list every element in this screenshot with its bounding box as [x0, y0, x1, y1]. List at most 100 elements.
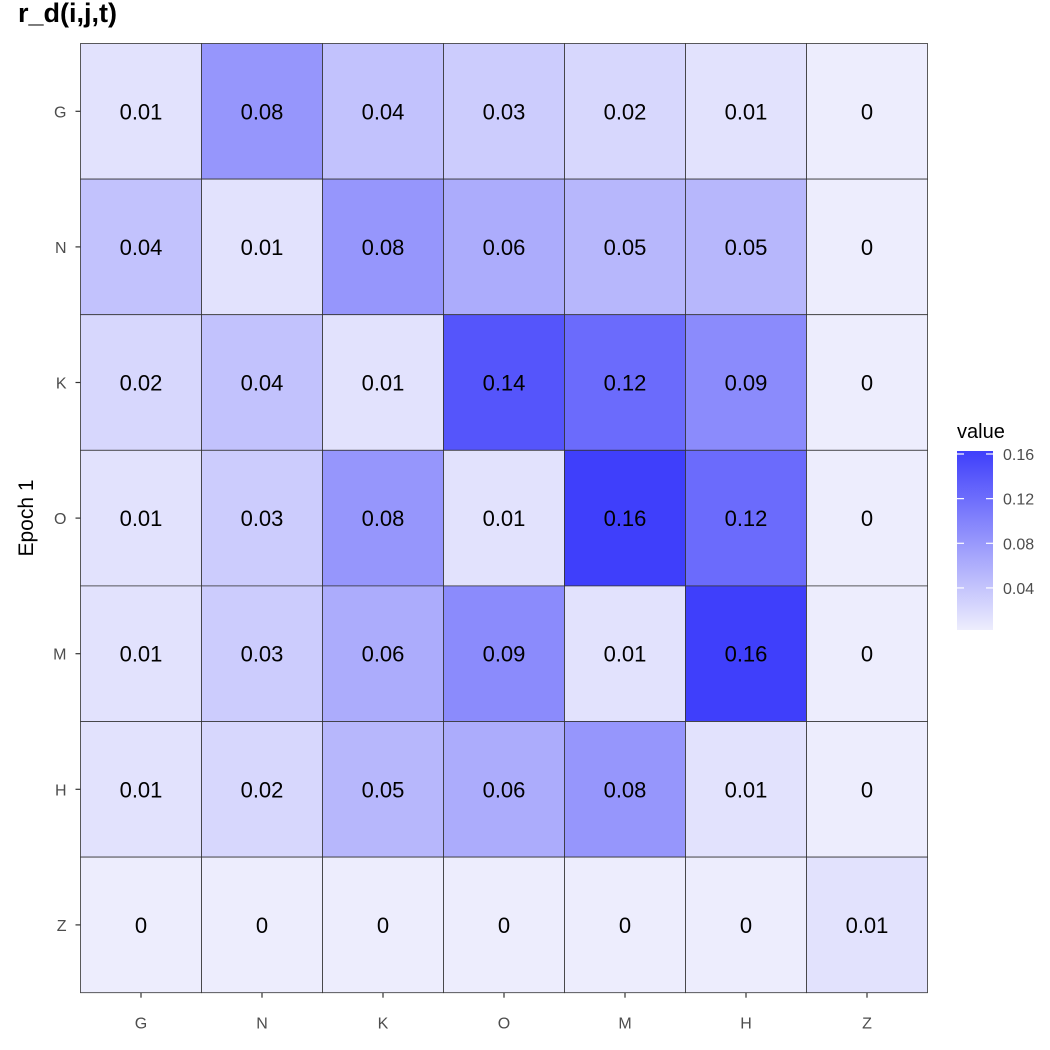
cell-value-label: 0.04	[241, 371, 284, 396]
cell-value-label: 0.12	[604, 371, 647, 396]
cell-value-label: 0.08	[362, 506, 405, 531]
heatmap-cell	[564, 314, 686, 451]
cell-value-label: 0.05	[362, 777, 405, 802]
y-tick-label: Z	[57, 918, 67, 935]
legend-colorbar	[957, 451, 993, 630]
cell-value-label: 0	[135, 913, 147, 938]
heatmap-cell	[322, 314, 444, 451]
x-tick-label: N	[256, 1016, 268, 1033]
heatmap-cell	[322, 856, 444, 994]
cell-value-label: 0	[256, 913, 268, 938]
heatmap-cell	[806, 314, 928, 451]
cell-value-label: 0.08	[362, 235, 405, 260]
cell-value-label: 0.01	[120, 642, 163, 667]
cell-value-label: 0	[377, 913, 389, 938]
cell-value-label: 0.01	[120, 506, 163, 531]
x-tick-label: Z	[862, 1016, 872, 1033]
legend-tick-label: 0.12	[1003, 492, 1034, 509]
cell-value-label: 0.01	[604, 642, 647, 667]
cell-value-label: 0.01	[120, 99, 163, 124]
heatmap-cell	[201, 721, 323, 858]
legend-tick-label: 0.08	[1003, 536, 1034, 553]
heatmap-cell	[201, 314, 323, 451]
heatmap-cell	[443, 449, 565, 587]
y-tick-label: M	[53, 647, 66, 664]
cell-value-label: 0.16	[604, 506, 647, 531]
cell-value-label: 0	[861, 235, 873, 260]
cell-value-label: 0	[861, 777, 873, 802]
cell-value-label: 0	[861, 506, 873, 531]
cell-value-label: 0.04	[362, 99, 405, 124]
heatmap-cell	[564, 856, 686, 994]
legend-tick-label: 0.04	[1003, 581, 1034, 598]
cell-value-label: 0	[619, 913, 631, 938]
heatmap-cell	[80, 585, 202, 722]
cell-value-label: 0	[861, 371, 873, 396]
heatmap-cell	[80, 314, 202, 451]
heatmap-cell	[564, 43, 686, 180]
cell-value-label: 0.02	[120, 371, 163, 396]
cell-value-label: 0.01	[846, 913, 889, 938]
heatmap-cell	[685, 178, 807, 316]
heatmap-cell	[80, 721, 202, 858]
cell-value-label: 0.03	[483, 99, 526, 124]
cell-value-label: 0.09	[483, 642, 526, 667]
color-legend: value 0.04 0.08 0.12 0.16	[957, 421, 1034, 630]
heatmap-cell	[806, 585, 928, 722]
heatmap-cell	[564, 449, 686, 587]
heatmap-cell	[322, 721, 444, 858]
heatmap-cell	[80, 43, 202, 180]
legend-tick-label: 0.16	[1003, 447, 1034, 464]
heatmap-cell	[806, 43, 928, 180]
cell-value-label: 0.01	[483, 506, 526, 531]
cell-value-label: 0.14	[483, 371, 526, 396]
heatmap-cell	[443, 856, 565, 994]
y-tick-label: N	[55, 240, 67, 257]
heatmap-cell	[80, 856, 202, 994]
cell-value-label: 0.08	[241, 99, 284, 124]
cell-value-label: 0	[861, 642, 873, 667]
legend-title: value	[957, 421, 1005, 443]
heatmap-cell	[201, 449, 323, 587]
heatmap-cell	[685, 314, 807, 451]
cell-value-label: 0.05	[725, 235, 768, 260]
heatmap-cell	[685, 43, 807, 180]
heatmap-cell	[443, 314, 565, 451]
cell-value-label: 0.01	[725, 99, 768, 124]
cell-value-label: 0.01	[241, 235, 284, 260]
heatmap-cell	[322, 178, 444, 316]
y-axis-title: Epoch 1	[15, 479, 38, 556]
cell-value-label: 0.08	[604, 777, 647, 802]
heatmap-cell	[806, 449, 928, 587]
heatmap-cell	[322, 43, 444, 180]
x-tick-label: H	[740, 1016, 752, 1033]
chart-title: r_d(i,j,t)	[18, 0, 117, 28]
cell-value-label: 0.02	[241, 777, 284, 802]
cell-value-label: 0.12	[725, 506, 768, 531]
heatmap-cell	[685, 856, 807, 994]
cell-value-label: 0	[498, 913, 510, 938]
cell-value-label: 0.01	[725, 777, 768, 802]
x-tick-label: M	[618, 1016, 631, 1033]
cell-value-label: 0.02	[604, 99, 647, 124]
heatmap-cell	[443, 43, 565, 180]
heatmap-cells: 0.01 0.08 0.04 0.03 0.02 0.01 0 0.04 0.01 0.08 0.0…	[80, 43, 928, 994]
heatmap-cell	[80, 449, 202, 587]
y-tick-label: H	[55, 782, 67, 799]
y-tick-label: K	[56, 376, 67, 393]
heatmap-cell	[443, 721, 565, 858]
heatmap-cell	[322, 585, 444, 722]
cell-value-label: 0.03	[241, 506, 284, 531]
cell-value-label: 0	[861, 99, 873, 124]
heatmap-cell	[806, 856, 928, 994]
heatmap-cell	[564, 178, 686, 316]
y-axis: G N K O M H Z	[53, 104, 81, 935]
cell-value-label: 0.05	[604, 235, 647, 260]
x-tick-label: O	[498, 1016, 510, 1033]
heatmap-cell	[201, 856, 323, 994]
heatmap-cell	[806, 178, 928, 316]
cell-value-label: 0.06	[483, 777, 526, 802]
heatmap-cell	[806, 721, 928, 858]
